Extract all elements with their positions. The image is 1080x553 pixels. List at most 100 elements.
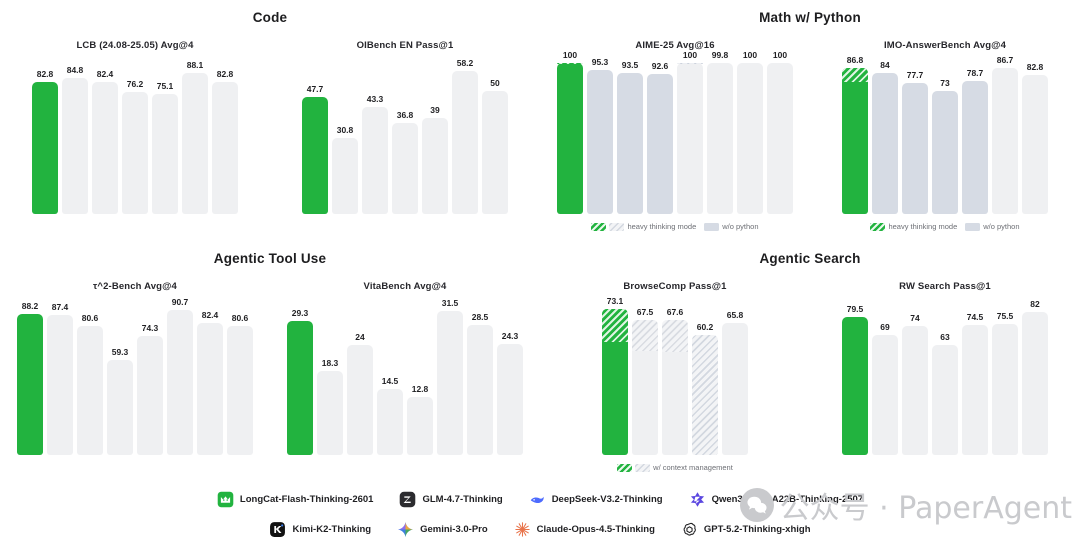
bar[interactable] [467, 324, 493, 455]
bar[interactable] [692, 334, 718, 455]
bar-slot[interactable]: 74 [902, 295, 928, 455]
bar[interactable] [932, 91, 958, 214]
bar[interactable] [872, 72, 898, 214]
bar[interactable] [32, 81, 58, 214]
bar-slot[interactable]: 59.3 [107, 295, 133, 455]
legend-item[interactable]: Gemini-3.0-Pro [397, 521, 488, 538]
bar[interactable] [497, 343, 523, 455]
bar-slot[interactable]: 12.8 [407, 295, 433, 455]
bar-slot[interactable]: 28.5 [467, 295, 493, 455]
bar[interactable] [362, 107, 388, 214]
bar[interactable] [1022, 74, 1048, 214]
bar-slot[interactable]: 86.878.6 [842, 54, 868, 214]
bar-slot[interactable]: 47.7 [302, 54, 328, 214]
legend-item[interactable]: Kimi-K2-Thinking [269, 521, 371, 538]
bar-slot[interactable]: 78.7 [962, 54, 988, 214]
bar-slot[interactable]: 39 [422, 54, 448, 214]
bar-slot[interactable]: 82 [1022, 295, 1048, 455]
bar-slot[interactable]: 84 [872, 54, 898, 214]
bar-slot[interactable]: 100 [737, 50, 763, 214]
bar[interactable] [437, 311, 463, 455]
bar-slot[interactable]: 92.6 [647, 54, 673, 214]
legend-item[interactable]: Claude-Opus-4.5-Thinking [514, 521, 655, 538]
bar-slot[interactable]: 30.8 [332, 54, 358, 214]
bar[interactable] [737, 63, 763, 214]
bar[interactable] [17, 313, 43, 455]
bar-slot[interactable]: 43.3 [362, 54, 388, 214]
bar[interactable] [842, 316, 868, 455]
bar[interactable] [632, 320, 658, 455]
bar-slot[interactable]: 58.2 [452, 54, 478, 214]
bar[interactable] [347, 345, 373, 455]
legend-item[interactable]: LongCat-Flash-Thinking-2601 [217, 491, 373, 508]
bar[interactable] [617, 72, 643, 214]
bar-slot[interactable]: 82.8 [1022, 54, 1048, 214]
bar-slot[interactable]: 90.7 [167, 295, 193, 455]
bar-slot[interactable]: 60.2 [692, 295, 718, 455]
bar-slot[interactable]: 79.5 [842, 295, 868, 455]
bar-slot[interactable]: 82.4 [92, 54, 118, 214]
bar[interactable] [92, 82, 118, 214]
bar[interactable] [47, 315, 73, 455]
bar-slot[interactable]: 36.8 [392, 54, 418, 214]
bar-slot[interactable]: 75.1 [152, 54, 178, 214]
legend-item[interactable]: GPT-5.2-Thinking-xhigh [681, 521, 811, 538]
bar-slot[interactable]: 86.7 [992, 54, 1018, 214]
bar-slot[interactable]: 73.156.6 [602, 295, 628, 455]
bar-slot[interactable]: 80.6 [227, 295, 253, 455]
bar[interactable] [902, 326, 928, 455]
bar-slot[interactable]: 67.552 [632, 295, 658, 455]
bar-slot[interactable]: 93.5 [617, 54, 643, 214]
bar[interactable] [962, 325, 988, 455]
bar[interactable] [317, 371, 343, 455]
bar[interactable] [152, 93, 178, 214]
bar-slot[interactable]: 95.3 [587, 54, 613, 214]
bar[interactable] [452, 70, 478, 214]
bar[interactable] [662, 319, 688, 455]
bar-slot[interactable]: 29.3 [287, 295, 313, 455]
bar-slot[interactable]: 63 [932, 295, 958, 455]
bar[interactable] [422, 118, 448, 214]
bar-slot[interactable]: 67.651.4 [662, 295, 688, 455]
bar[interactable] [932, 345, 958, 455]
legend-item[interactable]: DeepSeek-V3.2-Thinking [529, 491, 663, 508]
bar-slot[interactable]: 65.8 [722, 295, 748, 455]
bar[interactable] [962, 81, 988, 214]
bar[interactable] [707, 63, 733, 214]
bar-slot[interactable]: 88.2 [17, 295, 43, 455]
legend-item[interactable]: Qwen3-235B-A22B-Thinking-2507 [689, 491, 863, 508]
bar-slot[interactable]: 80.6 [77, 295, 103, 455]
bar-slot[interactable]: 87.4 [47, 295, 73, 455]
bar[interactable] [767, 63, 793, 214]
bar[interactable] [107, 360, 133, 455]
bar-slot[interactable]: 14.5 [377, 295, 403, 455]
bar-slot[interactable]: 77.7 [902, 54, 928, 214]
bar-slot[interactable]: 88.1 [182, 54, 208, 214]
bar[interactable] [287, 321, 313, 455]
bar[interactable] [992, 67, 1018, 214]
bar[interactable] [677, 63, 703, 214]
bar-slot[interactable]: 73 [932, 54, 958, 214]
bar-slot[interactable]: 74.5 [962, 295, 988, 455]
bar[interactable] [122, 92, 148, 214]
bar[interactable] [197, 323, 223, 455]
bar[interactable] [722, 323, 748, 455]
bar-slot[interactable]: 50 [482, 54, 508, 214]
bar[interactable] [1022, 312, 1048, 455]
bar-slot[interactable]: 82.4 [197, 295, 223, 455]
bar-slot[interactable]: 24 [347, 295, 373, 455]
bar[interactable] [587, 70, 613, 214]
bar-slot[interactable]: 75.5 [992, 295, 1018, 455]
bar[interactable] [167, 309, 193, 455]
bar-slot[interactable]: 100 [767, 50, 793, 214]
bar-slot[interactable]: 99.8 [707, 50, 733, 214]
legend-item[interactable]: GLM-4.7-Thinking [399, 491, 503, 508]
bar[interactable] [62, 78, 88, 214]
bar[interactable] [902, 83, 928, 214]
bar-slot[interactable]: 69 [872, 295, 898, 455]
bar[interactable] [557, 63, 583, 214]
bar[interactable] [332, 138, 358, 214]
bar-slot[interactable]: 82.8 [32, 54, 58, 214]
